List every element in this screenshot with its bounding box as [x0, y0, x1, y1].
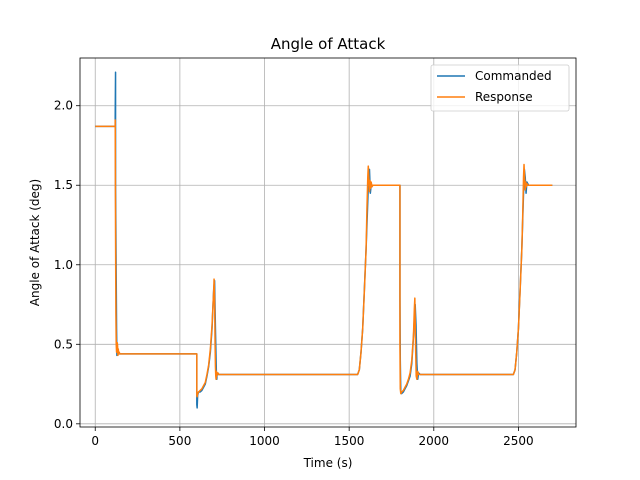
x-tick-label: 0	[91, 434, 99, 448]
y-tick-label: 1.0	[54, 258, 73, 272]
y-tick-label: 0.0	[54, 417, 73, 431]
plot-frame	[79, 57, 577, 428]
y-tick-label: 1.5	[54, 178, 73, 192]
x-axis-label: Time (s)	[303, 456, 353, 470]
y-tick-label: 2.0	[54, 99, 73, 113]
legend: Commanded Response	[430, 64, 570, 112]
x-tick-label: 1000	[249, 434, 280, 448]
plot-lines	[95, 71, 553, 409]
x-tick-label: 2000	[419, 434, 450, 448]
legend-label-commanded: Commanded	[475, 69, 552, 83]
axis-ticks: 0 500 1000 1500 2000 2500 0.0 0.5 1.0 1.5 2.0	[54, 99, 534, 448]
legend-label-response: Response	[475, 90, 533, 104]
x-tick-label: 1500	[334, 434, 365, 448]
y-tick-label: 0.5	[54, 337, 73, 351]
legend-box	[430, 64, 570, 112]
series-line-response	[95, 119, 553, 398]
x-tick-label: 500	[168, 434, 191, 448]
x-tick-label: 2500	[503, 434, 534, 448]
chart-title: Angle of Attack	[271, 35, 386, 53]
y-axis-label: Angle of Attack (deg)	[28, 179, 42, 306]
